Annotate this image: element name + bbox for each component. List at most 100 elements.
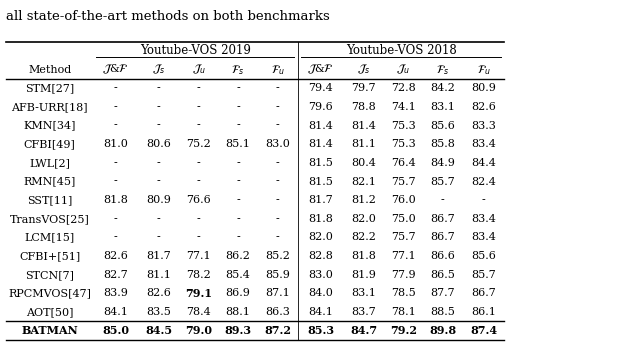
Text: 75.3: 75.3	[391, 139, 415, 149]
Text: 77.1: 77.1	[391, 251, 415, 261]
Text: 82.0: 82.0	[308, 232, 333, 243]
Text: 75.0: 75.0	[391, 214, 415, 224]
Text: 82.6: 82.6	[471, 102, 496, 112]
Text: 78.5: 78.5	[391, 288, 415, 298]
Text: CFBI[49]: CFBI[49]	[24, 139, 76, 149]
Text: Youtube-VOS 2019: Youtube-VOS 2019	[140, 44, 251, 58]
Text: -: -	[276, 195, 280, 205]
Text: -: -	[236, 232, 240, 243]
Text: 78.8: 78.8	[351, 102, 376, 112]
Text: 76.6: 76.6	[186, 195, 211, 205]
Text: CFBI+[51]: CFBI+[51]	[19, 251, 80, 261]
Text: -: -	[196, 177, 200, 187]
Text: -: -	[157, 232, 161, 243]
Text: $\mathcal{F}_u$: $\mathcal{F}_u$	[271, 63, 285, 77]
Text: -: -	[196, 214, 200, 224]
Text: -: -	[196, 83, 200, 93]
Text: $\mathcal{J}$&$\mathcal{F}$: $\mathcal{J}$&$\mathcal{F}$	[102, 63, 129, 76]
Text: 80.9: 80.9	[147, 195, 171, 205]
Text: 85.2: 85.2	[266, 251, 290, 261]
Text: 81.2: 81.2	[351, 195, 376, 205]
Text: $\mathcal{F}_s$: $\mathcal{F}_s$	[436, 63, 449, 77]
Text: 81.8: 81.8	[104, 195, 128, 205]
Text: 86.7: 86.7	[431, 232, 455, 243]
Text: 79.4: 79.4	[308, 83, 333, 93]
Text: 86.3: 86.3	[266, 307, 290, 317]
Text: 87.4: 87.4	[470, 325, 497, 336]
Text: 84.7: 84.7	[350, 325, 377, 336]
Text: 86.1: 86.1	[471, 307, 496, 317]
Text: -: -	[276, 158, 280, 168]
Text: 85.6: 85.6	[431, 120, 455, 130]
Text: 86.6: 86.6	[431, 251, 455, 261]
Text: -: -	[114, 158, 118, 168]
Text: 74.1: 74.1	[391, 102, 415, 112]
Text: 83.0: 83.0	[308, 270, 333, 280]
Text: 87.7: 87.7	[431, 288, 455, 298]
Text: -: -	[196, 158, 200, 168]
Text: -: -	[236, 158, 240, 168]
Text: 82.6: 82.6	[147, 288, 171, 298]
Text: 85.7: 85.7	[471, 270, 496, 280]
Text: 84.2: 84.2	[431, 83, 455, 93]
Text: 81.0: 81.0	[104, 139, 128, 149]
Text: 84.9: 84.9	[431, 158, 455, 168]
Text: 86.9: 86.9	[226, 288, 250, 298]
Text: 82.1: 82.1	[351, 177, 376, 187]
Text: -: -	[236, 102, 240, 112]
Text: 88.5: 88.5	[431, 307, 455, 317]
Text: 78.4: 78.4	[186, 307, 211, 317]
Text: 83.9: 83.9	[104, 288, 128, 298]
Text: -: -	[114, 214, 118, 224]
Text: $\mathcal{J}_s$: $\mathcal{J}_s$	[357, 63, 370, 76]
Text: 84.5: 84.5	[145, 325, 172, 336]
Text: 75.7: 75.7	[391, 232, 415, 243]
Text: 81.4: 81.4	[308, 120, 333, 130]
Text: 79.2: 79.2	[390, 325, 417, 336]
Text: 83.1: 83.1	[431, 102, 455, 112]
Text: 86.5: 86.5	[431, 270, 455, 280]
Text: 85.8: 85.8	[431, 139, 455, 149]
Text: $\mathcal{F}_u$: $\mathcal{F}_u$	[477, 63, 490, 77]
Text: -: -	[236, 195, 240, 205]
Text: 80.9: 80.9	[471, 83, 496, 93]
Text: 85.7: 85.7	[431, 177, 455, 187]
Text: Youtube-VOS 2018: Youtube-VOS 2018	[346, 44, 456, 58]
Text: $\mathcal{J}_u$: $\mathcal{J}_u$	[396, 63, 410, 76]
Text: 85.9: 85.9	[266, 270, 290, 280]
Text: 81.7: 81.7	[308, 195, 333, 205]
Text: 83.7: 83.7	[351, 307, 376, 317]
Text: 80.4: 80.4	[351, 158, 376, 168]
Text: 83.4: 83.4	[471, 214, 496, 224]
Text: 79.0: 79.0	[185, 325, 212, 336]
Text: -: -	[236, 214, 240, 224]
Text: -: -	[157, 158, 161, 168]
Text: STCN[7]: STCN[7]	[25, 270, 74, 280]
Text: 81.4: 81.4	[351, 120, 376, 130]
Text: -: -	[196, 120, 200, 130]
Text: 87.2: 87.2	[264, 325, 291, 336]
Text: Method: Method	[28, 65, 71, 75]
Text: -: -	[276, 102, 280, 112]
Text: 79.6: 79.6	[308, 102, 333, 112]
Text: 84.1: 84.1	[104, 307, 128, 317]
Text: -: -	[157, 83, 161, 93]
Text: -: -	[196, 102, 200, 112]
Text: 82.6: 82.6	[104, 251, 128, 261]
Text: 76.4: 76.4	[391, 158, 415, 168]
Text: -: -	[157, 177, 161, 187]
Text: 84.4: 84.4	[471, 158, 496, 168]
Text: 77.9: 77.9	[391, 270, 415, 280]
Text: 75.3: 75.3	[391, 120, 415, 130]
Text: 77.1: 77.1	[186, 251, 211, 261]
Text: RPCMVOS[47]: RPCMVOS[47]	[8, 288, 91, 298]
Text: -: -	[114, 177, 118, 187]
Text: -: -	[114, 83, 118, 93]
Text: 83.4: 83.4	[471, 232, 496, 243]
Text: LWL[2]: LWL[2]	[29, 158, 70, 168]
Text: -: -	[114, 120, 118, 130]
Text: 81.1: 81.1	[351, 139, 376, 149]
Text: -: -	[482, 195, 485, 205]
Text: -: -	[276, 83, 280, 93]
Text: 85.3: 85.3	[307, 325, 334, 336]
